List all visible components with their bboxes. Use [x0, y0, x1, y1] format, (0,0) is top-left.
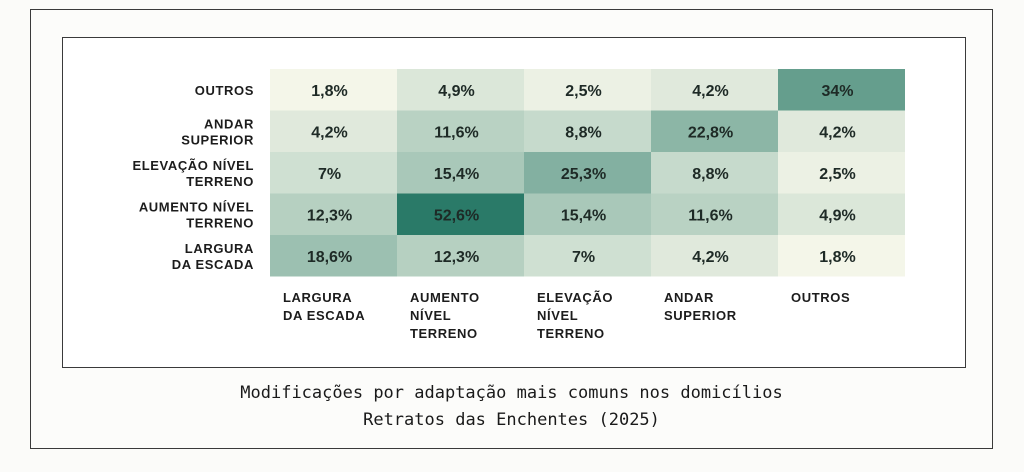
column-label-outros: OUTROS	[791, 290, 850, 305]
cell-value-label: 12,3%	[307, 207, 352, 224]
heatmap-cell	[651, 110, 778, 152]
cell-value-label: 34%	[821, 83, 853, 100]
heatmap-cell	[651, 152, 778, 194]
heatmap-cell	[270, 110, 397, 152]
heatmap-cell	[270, 69, 397, 111]
heatmap-cell	[270, 193, 397, 235]
heatmap-cell	[778, 235, 905, 277]
cell-value-label: 2,5%	[819, 166, 855, 183]
cell-value-label: 4,2%	[692, 249, 728, 266]
cell-value-label: 4,9%	[438, 83, 474, 100]
cell-value-label: 4,2%	[692, 83, 728, 100]
heatmap-cell	[524, 193, 651, 235]
row-label-aumento-nivel-terreno: AUMENTO NÍVEL TERRENO	[139, 199, 254, 230]
cell-value-label: 18,6%	[307, 249, 352, 266]
heatmap-cell	[270, 152, 397, 194]
row-label-elevacao-nivel-terreno: ELEVAÇÃO NÍVEL TERRENO	[132, 158, 254, 189]
heatmap-cell	[778, 193, 905, 235]
heatmap-cell	[524, 69, 651, 111]
caption-line-2: Retratos das Enchentes (2025)	[363, 410, 660, 430]
row-label-outros: OUTROS	[195, 83, 254, 98]
heatmap-cell	[524, 235, 651, 277]
cell-value-label: 1,8%	[819, 249, 855, 266]
cell-value-label: 4,2%	[819, 124, 855, 141]
cell-value-label: 4,2%	[311, 124, 347, 141]
caption-line-1: Modificações por adaptação mais comuns n…	[240, 383, 783, 403]
cell-value-label: 4,9%	[819, 207, 855, 224]
heatmap-cell	[651, 193, 778, 235]
heatmap-cell	[778, 152, 905, 194]
cell-value-label: 1,8%	[311, 83, 347, 100]
cell-value-label: 2,5%	[565, 83, 601, 100]
heatmap-cell	[778, 110, 905, 152]
heatmap-cell	[397, 69, 524, 111]
cell-value-label: 11,6%	[688, 207, 732, 224]
heatmap-cell	[651, 235, 778, 277]
heatmap-cell	[524, 152, 651, 194]
heatmap-cell	[778, 69, 905, 111]
cell-value-label: 25,3%	[561, 166, 606, 183]
heatmap-cell	[524, 110, 651, 152]
cell-value-label: 15,4%	[434, 166, 479, 183]
cell-value-label: 7%	[318, 166, 341, 183]
cell-value-label: 8,8%	[692, 166, 728, 183]
heatmap-cell	[397, 110, 524, 152]
column-label-aumento-nivel-terreno: AUMENTO NÍVEL TERRENO	[410, 290, 480, 341]
column-label-elevacao-nivel-terreno: ELEVAÇÃO NÍVEL TERRENO	[537, 290, 613, 341]
heatmap-cell	[397, 235, 524, 277]
cell-value-label: 52,6%	[434, 207, 479, 224]
cell-value-label: 15,4%	[561, 207, 606, 224]
heatmap-cell	[397, 152, 524, 194]
row-label-largura-da-escada: LARGURA DA ESCADA	[172, 241, 254, 272]
heatmap-cell	[270, 235, 397, 277]
row-label-andar-superior: ANDAR SUPERIOR	[181, 116, 254, 147]
cell-value-label: 8,8%	[565, 124, 601, 141]
cell-value-label: 22,8%	[688, 124, 733, 141]
heatmap-cell	[651, 69, 778, 111]
cell-value-label: 7%	[572, 249, 595, 266]
column-label-andar-superior: ANDAR SUPERIOR	[664, 290, 737, 323]
column-label-largura-da-escada: LARGURA DA ESCADA	[283, 290, 365, 323]
cell-value-label: 11,6%	[434, 124, 478, 141]
cell-value-label: 12,3%	[434, 249, 479, 266]
heatmap-cell	[397, 193, 524, 235]
